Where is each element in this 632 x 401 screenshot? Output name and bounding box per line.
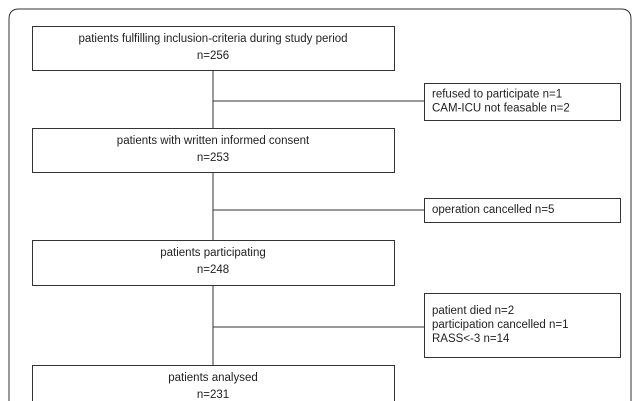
box-text: participation cancelled n=1 [432,319,569,331]
box-text: patients fulfilling inclusion-criteria d… [78,33,347,45]
box-text: n=253 [197,152,229,164]
box-text: RASS<-3 n=14 [432,333,510,345]
box-text: CAM-ICU not feasable n=2 [432,103,570,115]
box-text: patients analysed [168,372,258,384]
box-text: patients participating [160,247,265,259]
outer-frame [8,8,632,401]
main-box [32,128,395,173]
exclusion-box [424,198,621,223]
box-text: patients with written informed consent [117,135,310,147]
main-box [32,365,395,401]
box-text: n=256 [197,50,229,62]
box-text: patient died n=2 [432,305,514,317]
box-text: n=231 [197,389,229,401]
main-box [32,26,395,71]
main-box [32,240,395,286]
box-text: operation cancelled n=5 [432,204,554,216]
box-text: n=248 [197,264,229,276]
exclusion-box [424,293,621,358]
box-text: refused to participate n=1 [432,89,562,101]
exclusion-box [424,83,621,121]
